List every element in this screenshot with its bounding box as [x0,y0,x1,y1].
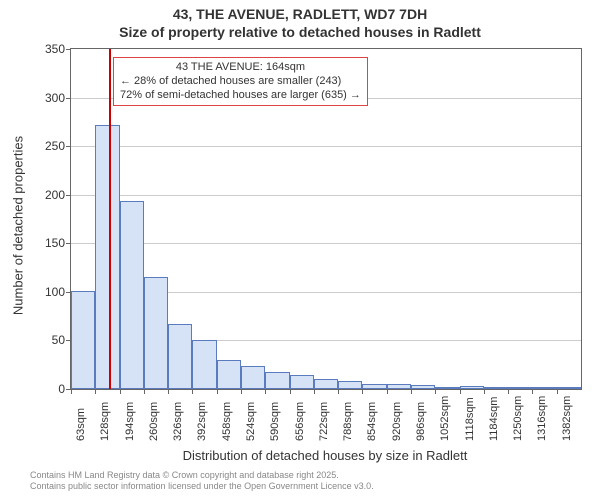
histogram-bar [314,379,338,389]
y-tick [66,49,71,50]
x-tick [168,389,169,394]
x-tick-label: 1316sqm [536,396,548,441]
histogram-bar [168,324,192,389]
x-tick [460,389,461,394]
histogram-bar [192,340,216,389]
x-tick-label: 194sqm [124,402,136,441]
y-tick-label: 100 [45,285,65,299]
histogram-bar [484,387,508,389]
x-tick-label: 392sqm [196,402,208,441]
y-tick-label: 300 [45,91,65,105]
y-tick-label: 50 [52,333,65,347]
histogram-bar [120,201,144,389]
annotation-line: 72% of semi-detached houses are larger (… [120,89,361,103]
x-tick [71,389,72,394]
x-tick [217,389,218,394]
histogram-bar [217,360,241,389]
grid-line [71,146,581,147]
histogram-bar [557,387,581,389]
y-tick-label: 200 [45,188,65,202]
x-tick-label: 854sqm [366,402,378,441]
x-tick [435,389,436,394]
x-tick [362,389,363,394]
x-tick-label: 1052sqm [439,396,451,441]
attribution-line2: Contains public sector information licen… [30,481,374,492]
grid-line [71,243,581,244]
y-tick [66,146,71,147]
histogram-bar [508,387,532,389]
histogram-bar [241,366,265,389]
x-tick-label: 788sqm [342,402,354,441]
x-tick [387,389,388,394]
y-tick-label: 0 [58,382,65,396]
x-tick [290,389,291,394]
plot-area: 05010015020025030035063sqm128sqm194sqm26… [70,48,582,390]
y-tick-label: 250 [45,139,65,153]
x-tick [532,389,533,394]
x-tick-label: 1250sqm [512,396,524,441]
histogram-bar [532,387,556,389]
y-axis-title: Number of detached properties [11,136,26,315]
x-tick-label: 920sqm [391,402,403,441]
x-tick [508,389,509,394]
chart-container: 43, THE AVENUE, RADLETT, WD7 7DH Size of… [0,0,600,500]
y-tick [66,195,71,196]
y-tick-label: 150 [45,236,65,250]
histogram-bar [265,372,289,389]
x-tick-label: 656sqm [294,402,306,441]
histogram-bar [362,384,386,389]
histogram-bar [338,381,362,389]
histogram-bar [411,385,435,389]
histogram-bar [460,386,484,389]
x-tick-label: 458sqm [221,402,233,441]
x-tick [338,389,339,394]
chart-title-line2: Size of property relative to detached ho… [0,24,600,40]
x-tick-label: 1118sqm [464,397,476,441]
x-tick-label: 590sqm [269,402,281,441]
histogram-bar [435,387,459,389]
x-tick [144,389,145,394]
x-tick-label: 986sqm [415,402,427,441]
chart-title-line1: 43, THE AVENUE, RADLETT, WD7 7DH [0,6,600,22]
y-tick-label: 350 [45,42,65,56]
x-tick [484,389,485,394]
x-tick [557,389,558,394]
annotation-line: 43 THE AVENUE: 164sqm [120,61,361,75]
attribution-line1: Contains HM Land Registry data © Crown c… [30,470,374,481]
annotation-box: 43 THE AVENUE: 164sqm← 28% of detached h… [113,57,368,106]
y-tick [66,98,71,99]
x-tick-label: 722sqm [318,402,330,441]
x-tick-label: 1382sqm [561,396,573,441]
x-tick-label: 128sqm [99,402,111,441]
histogram-bar [290,375,314,389]
x-tick [95,389,96,394]
attribution-text: Contains HM Land Registry data © Crown c… [30,470,374,493]
x-tick [411,389,412,394]
annotation-line: ← 28% of detached houses are smaller (24… [120,75,361,89]
grid-line [71,195,581,196]
x-tick-label: 260sqm [148,402,160,441]
x-tick [192,389,193,394]
x-tick-label: 326sqm [172,402,184,441]
x-axis-title: Distribution of detached houses by size … [70,448,580,463]
x-tick-label: 1184sqm [488,397,500,441]
histogram-bar [144,277,168,389]
histogram-bar [95,125,119,389]
histogram-bar [387,384,411,389]
x-tick-label: 524sqm [245,402,257,441]
x-tick [265,389,266,394]
x-tick [120,389,121,394]
x-tick-label: 63sqm [75,408,87,441]
x-tick [314,389,315,394]
marker-line [109,49,111,389]
y-tick [66,243,71,244]
x-tick [241,389,242,394]
histogram-bar [71,291,95,389]
